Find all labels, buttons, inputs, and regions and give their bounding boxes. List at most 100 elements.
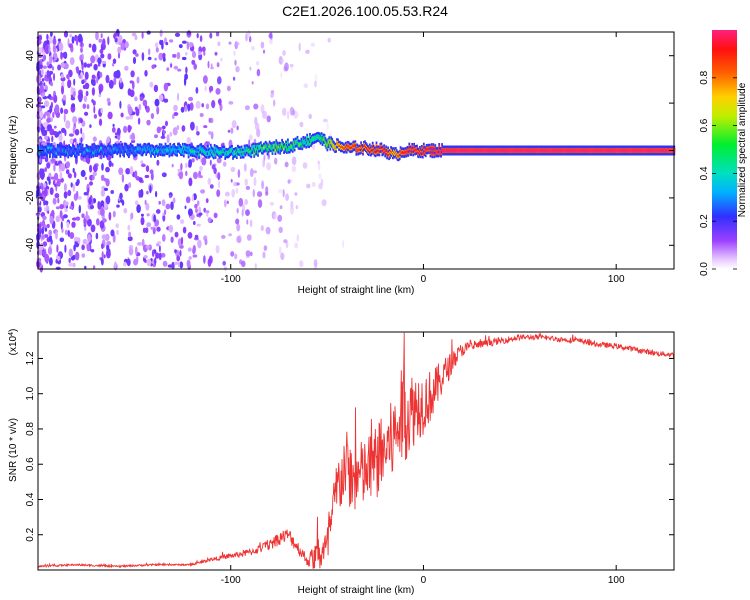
snr-frame	[37, 331, 675, 571]
ridge-peak	[211, 151, 214, 154]
noise-blob	[130, 70, 135, 78]
noise-blob	[64, 208, 68, 212]
noise-blob	[197, 239, 202, 249]
noise-blob	[210, 63, 213, 70]
noise-blob	[166, 67, 170, 71]
noise-blob	[127, 106, 133, 115]
noise-blob	[50, 176, 56, 180]
noise-blob	[43, 129, 48, 136]
noise-blob	[185, 52, 188, 56]
noise-blob	[188, 177, 193, 187]
noise-blob	[52, 44, 57, 53]
noise-blob	[230, 251, 235, 257]
noise-blob	[236, 207, 239, 214]
noise-blob	[100, 208, 105, 216]
noise-blob	[98, 38, 103, 43]
noise-blob	[289, 106, 295, 116]
ridge-peak	[69, 149, 71, 153]
ridge-peak	[337, 142, 339, 145]
noise-blob	[101, 243, 104, 250]
ridge-peak	[290, 145, 293, 148]
noise-blob	[128, 231, 132, 238]
ridge-peak	[367, 149, 370, 153]
ridge-peak	[455, 149, 458, 152]
ridge-peak	[78, 146, 81, 150]
noise-blob	[80, 127, 83, 135]
ridge-peak	[481, 149, 484, 152]
ridge-peak	[178, 146, 180, 149]
noise-blob	[186, 30, 192, 36]
ridge-peak	[447, 149, 450, 152]
noise-blob	[92, 171, 97, 177]
noise-blob	[193, 171, 198, 180]
ridge-peak	[402, 151, 405, 154]
noise-blob	[72, 125, 76, 134]
ridge-peak	[245, 148, 248, 151]
ridge-peak	[292, 142, 295, 145]
snr-x-label: Height of straight line (km)	[298, 585, 415, 596]
noise-blob	[58, 133, 63, 143]
noise-blob	[226, 200, 229, 204]
noise-blob	[42, 249, 46, 257]
noise-blob	[294, 242, 298, 249]
noise-blob	[106, 137, 111, 143]
snr-multiplier-base: (x10	[8, 335, 19, 355]
noise-blob	[56, 244, 59, 253]
noise-blob	[42, 121, 48, 128]
ridge-peak	[443, 149, 445, 152]
noise-blob	[42, 241, 48, 247]
ridge-peak	[309, 136, 311, 140]
ridge-peak	[341, 146, 344, 149]
ridge-peak	[463, 149, 466, 152]
noise-blob	[153, 84, 159, 93]
noise-blob	[231, 188, 236, 198]
noise-blob	[213, 212, 218, 219]
noise-blob	[224, 191, 230, 197]
noise-blob	[63, 63, 69, 70]
noise-blob	[84, 215, 90, 220]
ridge-peak	[575, 149, 577, 152]
noise-blob	[84, 111, 89, 116]
ridge-peak	[543, 149, 546, 152]
noise-blob	[75, 251, 80, 261]
noise-blob	[232, 181, 237, 187]
noise-blob	[234, 59, 237, 66]
y-tick-label: 0.4	[25, 492, 36, 506]
ridge-peak	[98, 149, 100, 152]
noise-blob	[127, 88, 132, 96]
noise-blob	[303, 83, 309, 88]
noise-blob	[263, 245, 268, 252]
noise-blob	[203, 75, 208, 84]
noise-blob	[150, 113, 155, 119]
ridge-peak	[413, 146, 415, 150]
noise-blob	[49, 55, 53, 64]
noise-blob	[147, 56, 152, 61]
ridge-peak	[111, 151, 114, 155]
noise-blob	[88, 197, 92, 205]
noise-blob	[205, 210, 210, 214]
ridge-peak	[195, 152, 198, 155]
noise-blob	[327, 37, 331, 43]
noise-blob	[119, 192, 123, 200]
noise-blob	[214, 51, 218, 56]
noise-blob	[215, 32, 220, 37]
ridge-peak	[249, 150, 252, 154]
ridge-peak	[143, 146, 146, 150]
noise-blob	[156, 126, 161, 134]
y-tick-label: 1.0	[25, 386, 36, 400]
noise-blob	[299, 121, 304, 128]
ridge-peak	[274, 148, 277, 152]
ridge-peak	[484, 149, 487, 152]
noise-blob	[43, 182, 47, 188]
noise-blob	[72, 167, 75, 173]
ridge-peak	[87, 149, 90, 152]
noise-blob	[154, 57, 157, 61]
noise-blob	[314, 262, 317, 270]
ridge-peak	[75, 152, 78, 155]
ridge-peak	[212, 153, 215, 156]
ridge-peak	[557, 149, 560, 152]
ridge-peak	[269, 145, 272, 149]
noise-blob	[184, 104, 188, 113]
noise-blob	[127, 224, 131, 231]
ridge-peak	[506, 149, 509, 152]
